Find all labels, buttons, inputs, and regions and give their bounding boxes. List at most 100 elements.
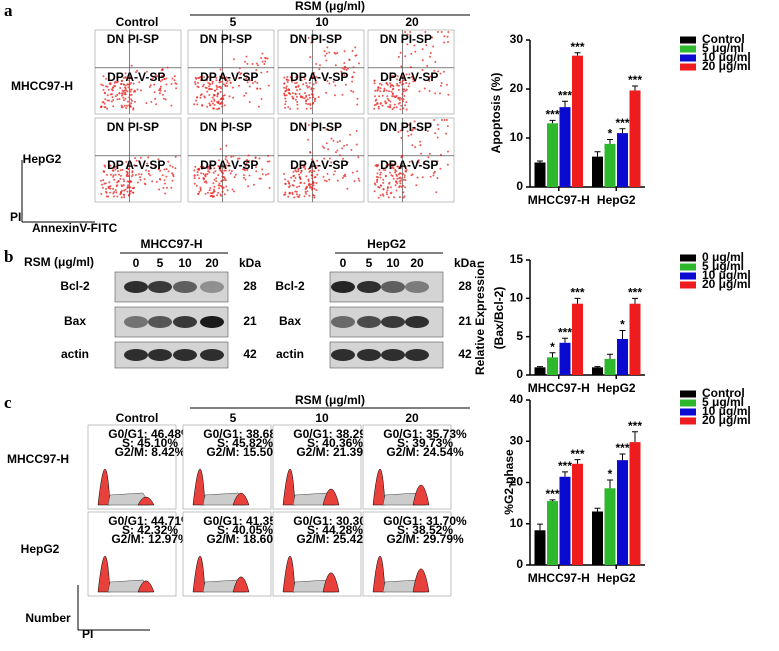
bar bbox=[592, 156, 603, 187]
flow-dot bbox=[103, 102, 106, 105]
flow-dot bbox=[219, 103, 221, 105]
flow-dot bbox=[130, 93, 133, 96]
flow-dot bbox=[395, 106, 398, 109]
flow-dot bbox=[390, 174, 393, 177]
significance-label: *** bbox=[570, 286, 584, 300]
flow-dot bbox=[445, 119, 448, 121]
flow-dot bbox=[124, 91, 127, 94]
flow-dot bbox=[246, 62, 249, 65]
column-label: 5 bbox=[230, 15, 237, 29]
flow-dot bbox=[309, 104, 312, 106]
error-bar bbox=[594, 366, 601, 368]
flow-dot bbox=[436, 31, 439, 33]
flow-dot bbox=[216, 194, 219, 197]
flow-dot bbox=[429, 175, 432, 178]
flow-dot bbox=[112, 192, 115, 195]
flow-dot bbox=[162, 186, 165, 189]
flow-dot bbox=[118, 173, 121, 176]
flow-dot bbox=[327, 148, 330, 151]
kda-label: 42 bbox=[243, 347, 257, 361]
flow-dot bbox=[150, 163, 153, 166]
flow-dot bbox=[328, 82, 331, 85]
flow-dot bbox=[259, 177, 262, 180]
flow-dot bbox=[390, 90, 393, 93]
flow-dot bbox=[103, 182, 106, 185]
flow-dot bbox=[238, 77, 240, 80]
y-tick-label: 0 bbox=[516, 179, 523, 193]
flow-dot bbox=[115, 191, 118, 194]
flow-dot bbox=[100, 105, 103, 108]
flow-dot bbox=[223, 177, 226, 180]
flow-dot bbox=[284, 103, 287, 106]
flow-dot bbox=[296, 103, 299, 106]
treatment-label: RSM (μg/ml) bbox=[24, 255, 94, 269]
flow-dot bbox=[245, 55, 248, 58]
quadrant-label: PI-SP bbox=[221, 32, 252, 46]
quadrant-label: A-V-SP bbox=[308, 70, 348, 84]
error-bar bbox=[537, 523, 543, 531]
legend-label: 10 μg/ml bbox=[702, 404, 751, 418]
flow-dot bbox=[211, 80, 214, 83]
flow-dot bbox=[419, 144, 422, 147]
bar bbox=[534, 162, 546, 187]
flow-dot bbox=[223, 104, 226, 107]
legend-label: 5 μg/ml bbox=[702, 41, 744, 55]
flow-dot bbox=[432, 172, 435, 175]
flow-dot bbox=[119, 87, 122, 89]
flow-dot bbox=[211, 82, 214, 85]
flow-dot bbox=[384, 169, 387, 172]
error-bar bbox=[632, 297, 638, 304]
flow-dot bbox=[105, 190, 107, 193]
flow-dot bbox=[114, 95, 117, 98]
flow-dot bbox=[382, 188, 385, 191]
flow-dot bbox=[211, 195, 214, 197]
kda-label: 28 bbox=[458, 279, 472, 293]
flow-dot bbox=[246, 169, 249, 171]
flow-dot bbox=[120, 104, 123, 107]
phase-stat: S: 39.73% bbox=[397, 436, 453, 450]
flow-dot bbox=[392, 167, 395, 170]
flow-dot bbox=[343, 68, 346, 71]
flow-dots bbox=[193, 144, 271, 198]
flow-dot bbox=[100, 179, 102, 182]
flow-dot bbox=[106, 94, 109, 97]
flow-dot bbox=[223, 193, 226, 196]
flow-dot bbox=[408, 160, 411, 163]
kda-label: 21 bbox=[243, 314, 257, 328]
quadrant-label: A-V-SP bbox=[125, 158, 165, 172]
error-bar bbox=[562, 471, 568, 477]
axis-label: PI bbox=[82, 627, 93, 641]
flow-dot bbox=[211, 102, 214, 105]
flow-dot bbox=[440, 84, 442, 87]
legend-swatch bbox=[680, 36, 696, 44]
flow-dot bbox=[393, 196, 395, 199]
flow-dot bbox=[391, 165, 394, 168]
flow-dot bbox=[204, 173, 207, 176]
flow-dot bbox=[298, 194, 301, 197]
quadrant-label: DP bbox=[200, 158, 217, 172]
unit-label: kDa bbox=[454, 256, 476, 270]
flow-dot bbox=[172, 173, 175, 176]
flow-dot bbox=[120, 106, 123, 109]
blot-band bbox=[405, 316, 429, 328]
flow-dot bbox=[392, 85, 395, 88]
flow-dot bbox=[117, 170, 119, 173]
flow-dot bbox=[344, 175, 347, 178]
flow-dot bbox=[114, 165, 117, 168]
flow-dot bbox=[296, 101, 299, 103]
flow-dot bbox=[223, 78, 226, 81]
error-bar bbox=[537, 160, 543, 163]
blot-band bbox=[173, 316, 197, 328]
flow-dot bbox=[341, 72, 344, 75]
flow-dot bbox=[126, 190, 129, 193]
flow-dot bbox=[223, 94, 226, 97]
flow-dot bbox=[130, 99, 133, 102]
flow-plot-frame bbox=[277, 117, 365, 203]
flow-dot bbox=[112, 174, 115, 177]
x-tick-label: HepG2 bbox=[597, 381, 636, 395]
flow-dot bbox=[292, 97, 295, 100]
flow-dot bbox=[163, 168, 166, 171]
flow-dot bbox=[295, 190, 298, 193]
flow-dot bbox=[154, 165, 157, 167]
blot-band bbox=[381, 316, 405, 328]
